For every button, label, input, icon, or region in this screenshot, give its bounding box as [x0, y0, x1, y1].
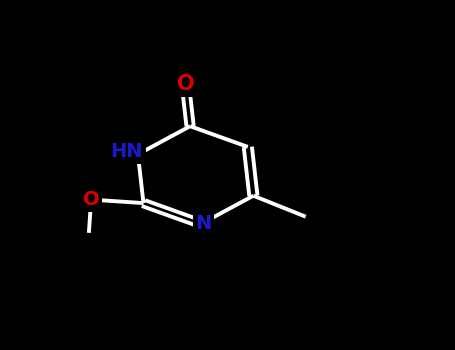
Text: O: O	[177, 74, 194, 95]
Text: N: N	[195, 214, 212, 233]
Text: HN: HN	[110, 142, 143, 161]
Text: O: O	[83, 190, 100, 209]
